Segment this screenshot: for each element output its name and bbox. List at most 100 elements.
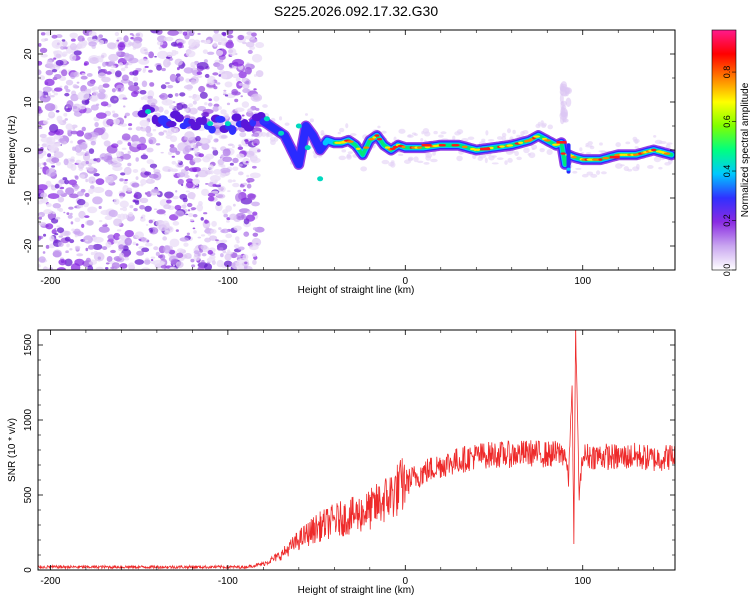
ridge-haze <box>398 153 404 156</box>
noise-blob <box>38 42 42 47</box>
noise-blob <box>63 112 68 117</box>
noise-blob <box>100 127 106 133</box>
noise-blob <box>92 186 105 194</box>
noise-blob <box>221 228 229 234</box>
ridge-core <box>346 140 354 143</box>
noise-blob <box>192 227 196 230</box>
noise-blob <box>168 104 175 110</box>
noise-blob <box>121 147 127 150</box>
noise-blob <box>104 215 113 221</box>
noise-blob <box>53 87 63 92</box>
noise-blob <box>74 245 81 250</box>
noise-blob <box>212 105 220 112</box>
noise-blob <box>80 75 88 80</box>
noise-blob <box>140 96 144 100</box>
noise-blob <box>176 248 184 253</box>
noise-blob <box>76 130 85 137</box>
noise-blob <box>224 81 233 88</box>
noise-blob <box>559 88 564 96</box>
ridge-core <box>374 134 380 137</box>
noise-blob <box>116 36 123 41</box>
noise-blob <box>84 215 90 219</box>
noise-blob <box>247 49 253 54</box>
noise-blob <box>253 96 261 101</box>
noise-blob <box>105 262 110 265</box>
noise-blob <box>107 234 116 240</box>
noise-blob <box>211 190 219 194</box>
noise-blob <box>38 184 48 191</box>
noise-blob <box>170 267 175 270</box>
y-tick-label: 1500 <box>23 333 34 356</box>
noise-blob <box>65 88 71 93</box>
noise-blob <box>162 236 168 241</box>
noise-blob <box>70 140 73 144</box>
noise-blob <box>39 94 51 103</box>
noise-blob <box>38 222 47 226</box>
noise-blob <box>56 189 64 196</box>
noise-blob <box>143 259 151 265</box>
noise-blob <box>80 151 86 156</box>
ridge-haze <box>531 147 535 151</box>
noise-blob <box>172 173 175 176</box>
noise-blob <box>83 132 93 140</box>
noise-blob <box>141 247 150 253</box>
noise-blob <box>87 166 95 172</box>
noise-blob <box>120 67 126 72</box>
noise-blob <box>158 224 167 232</box>
noise-blob <box>45 31 53 36</box>
noise-blob <box>203 59 208 64</box>
noise-blob <box>246 177 255 183</box>
noise-blob <box>218 227 222 231</box>
noise-blob <box>215 49 224 56</box>
noise-blob <box>140 127 147 132</box>
ridge-core <box>417 146 422 149</box>
noise-blob <box>188 103 194 108</box>
noise-blob <box>87 265 94 270</box>
noise-blob <box>155 251 160 257</box>
ridge-haze <box>585 152 592 155</box>
noise-blob <box>133 194 138 198</box>
noise-blob <box>65 187 75 196</box>
noise-blob <box>192 157 202 163</box>
ridge-haze <box>501 136 507 141</box>
noise-blob <box>81 73 86 76</box>
noise-blob <box>76 81 80 84</box>
ridge-haze <box>421 131 425 135</box>
noise-blob <box>190 207 197 211</box>
noise-blob <box>237 34 245 41</box>
noise-blob <box>245 214 256 222</box>
noise-blob <box>38 91 42 97</box>
ridge-haze <box>381 130 387 134</box>
ridge-haze <box>423 162 430 165</box>
colorbar-frame <box>711 29 737 271</box>
noise-blob <box>231 58 245 67</box>
ridge-spot <box>295 123 302 129</box>
noise-blob <box>38 264 41 268</box>
noise-blob <box>222 249 226 254</box>
ridge-core <box>651 148 657 152</box>
noise-blob <box>104 222 107 225</box>
ridge-haze <box>595 170 601 175</box>
noise-blob <box>124 237 132 246</box>
ridge-haze <box>260 132 267 137</box>
noise-blob <box>124 112 131 117</box>
noise-blob <box>76 191 85 197</box>
noise-blob <box>166 195 172 199</box>
noise-blob <box>71 228 75 232</box>
noise-blob <box>163 213 166 216</box>
noise-blob <box>38 148 44 155</box>
noise-blob <box>244 261 248 265</box>
noise-blob <box>169 238 180 248</box>
noise-blob <box>73 228 81 235</box>
noise-blob <box>56 115 63 122</box>
noise-blob <box>197 253 201 257</box>
noise-blob <box>165 56 171 59</box>
noise-blob <box>147 90 155 98</box>
ridge-core <box>476 148 481 151</box>
noise-blob <box>189 107 198 115</box>
noise-blob <box>185 78 191 83</box>
ridge-haze <box>438 134 444 138</box>
ridge-blob <box>165 120 177 128</box>
noise-blob <box>50 168 56 172</box>
noise-blob <box>97 36 101 42</box>
